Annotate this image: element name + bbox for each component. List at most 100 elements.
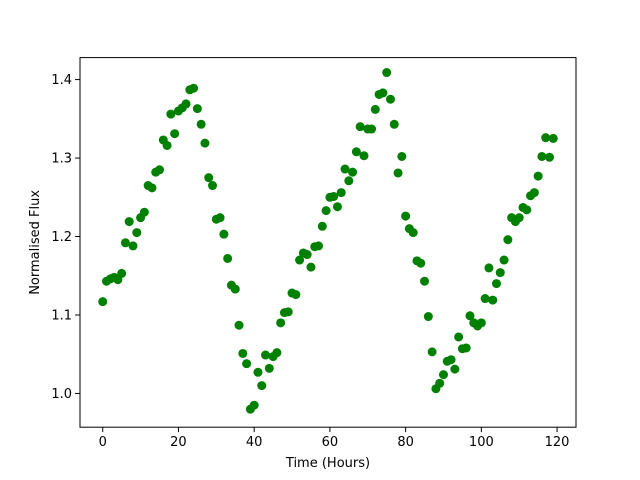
data-point [132,228,142,238]
x-tick-label: 120 [545,435,570,450]
data-point [423,312,433,322]
data-point [283,307,293,317]
data-point [219,229,229,239]
data-points [98,68,558,414]
data-point [329,191,339,201]
data-point [128,241,138,251]
data-point [385,94,395,104]
y-axis-label: Normalised Flux [28,190,43,295]
y-tick-label: 1.3 [51,152,72,167]
data-point [427,347,437,357]
data-point [393,168,403,178]
y-tick-label: 1.2 [51,230,72,245]
data-point [503,235,513,245]
data-point [389,119,399,129]
x-tick-label: 0 [99,435,107,450]
data-point [215,213,225,223]
data-point [420,276,430,286]
data-point [359,151,369,161]
data-point [367,124,377,134]
data-point [276,318,286,328]
data-point [120,238,130,248]
data-point [189,83,199,93]
data-point [295,255,305,265]
data-point [514,213,524,223]
data-point [480,294,490,304]
x-tick-label: 100 [469,435,494,450]
data-point [181,99,191,109]
data-point [162,140,172,150]
data-point [488,295,498,305]
data-point [223,253,233,263]
x-tick-label: 40 [246,435,263,450]
data-point [170,129,180,139]
x-axis-ticks: 0 20 40 60 80 100 120 [99,427,570,450]
data-point [533,171,543,181]
data-point [155,165,165,175]
data-point [370,104,380,114]
data-point [139,207,149,217]
data-point [438,370,448,380]
data-point [196,119,206,129]
data-point [306,262,316,272]
data-point [450,364,460,374]
data-point [484,263,494,273]
data-point [435,378,445,388]
data-point [401,211,411,221]
data-point [541,133,551,143]
data-point [200,138,210,148]
data-point [548,133,558,143]
data-point [321,206,331,216]
data-point [416,258,426,268]
data-point [340,164,350,174]
data-point [314,241,324,251]
data-point [348,167,358,177]
data-point [98,297,108,307]
y-tick-label: 1.0 [51,387,72,402]
data-point [204,173,214,183]
y-axis-ticks: 1.0 1.1 1.2 1.3 1.4 [51,73,80,402]
data-point [495,268,505,278]
data-point [397,151,407,161]
y-tick-label: 1.4 [51,73,72,88]
data-point [378,88,388,98]
data-point [234,320,244,330]
data-point [253,367,263,377]
data-point [249,400,259,410]
x-tick-label: 20 [170,435,187,450]
plot-area-frame [79,57,577,428]
data-point [147,183,157,193]
data-point [230,284,240,294]
data-point [461,343,471,353]
data-point [499,255,509,265]
data-point [272,348,282,358]
data-point [336,188,346,198]
data-point [264,363,274,373]
data-point [454,332,464,342]
x-tick-label: 60 [322,435,339,450]
x-tick-label: 80 [397,435,414,450]
data-point [522,205,532,215]
data-point [192,104,202,114]
data-point [446,355,456,365]
data-point [344,176,354,186]
data-point [351,147,361,157]
data-point [261,350,271,360]
data-point [238,348,248,358]
data-point [317,221,327,231]
data-point [166,109,176,119]
data-point [291,290,301,300]
data-point [382,68,392,78]
data-point [408,228,418,238]
data-point [476,318,486,328]
data-point [257,381,267,391]
data-point [465,311,475,321]
data-point [117,268,127,278]
data-point [302,250,312,260]
data-point [537,151,547,161]
data-point [545,152,554,162]
data-point [242,359,252,369]
data-point [491,279,501,289]
